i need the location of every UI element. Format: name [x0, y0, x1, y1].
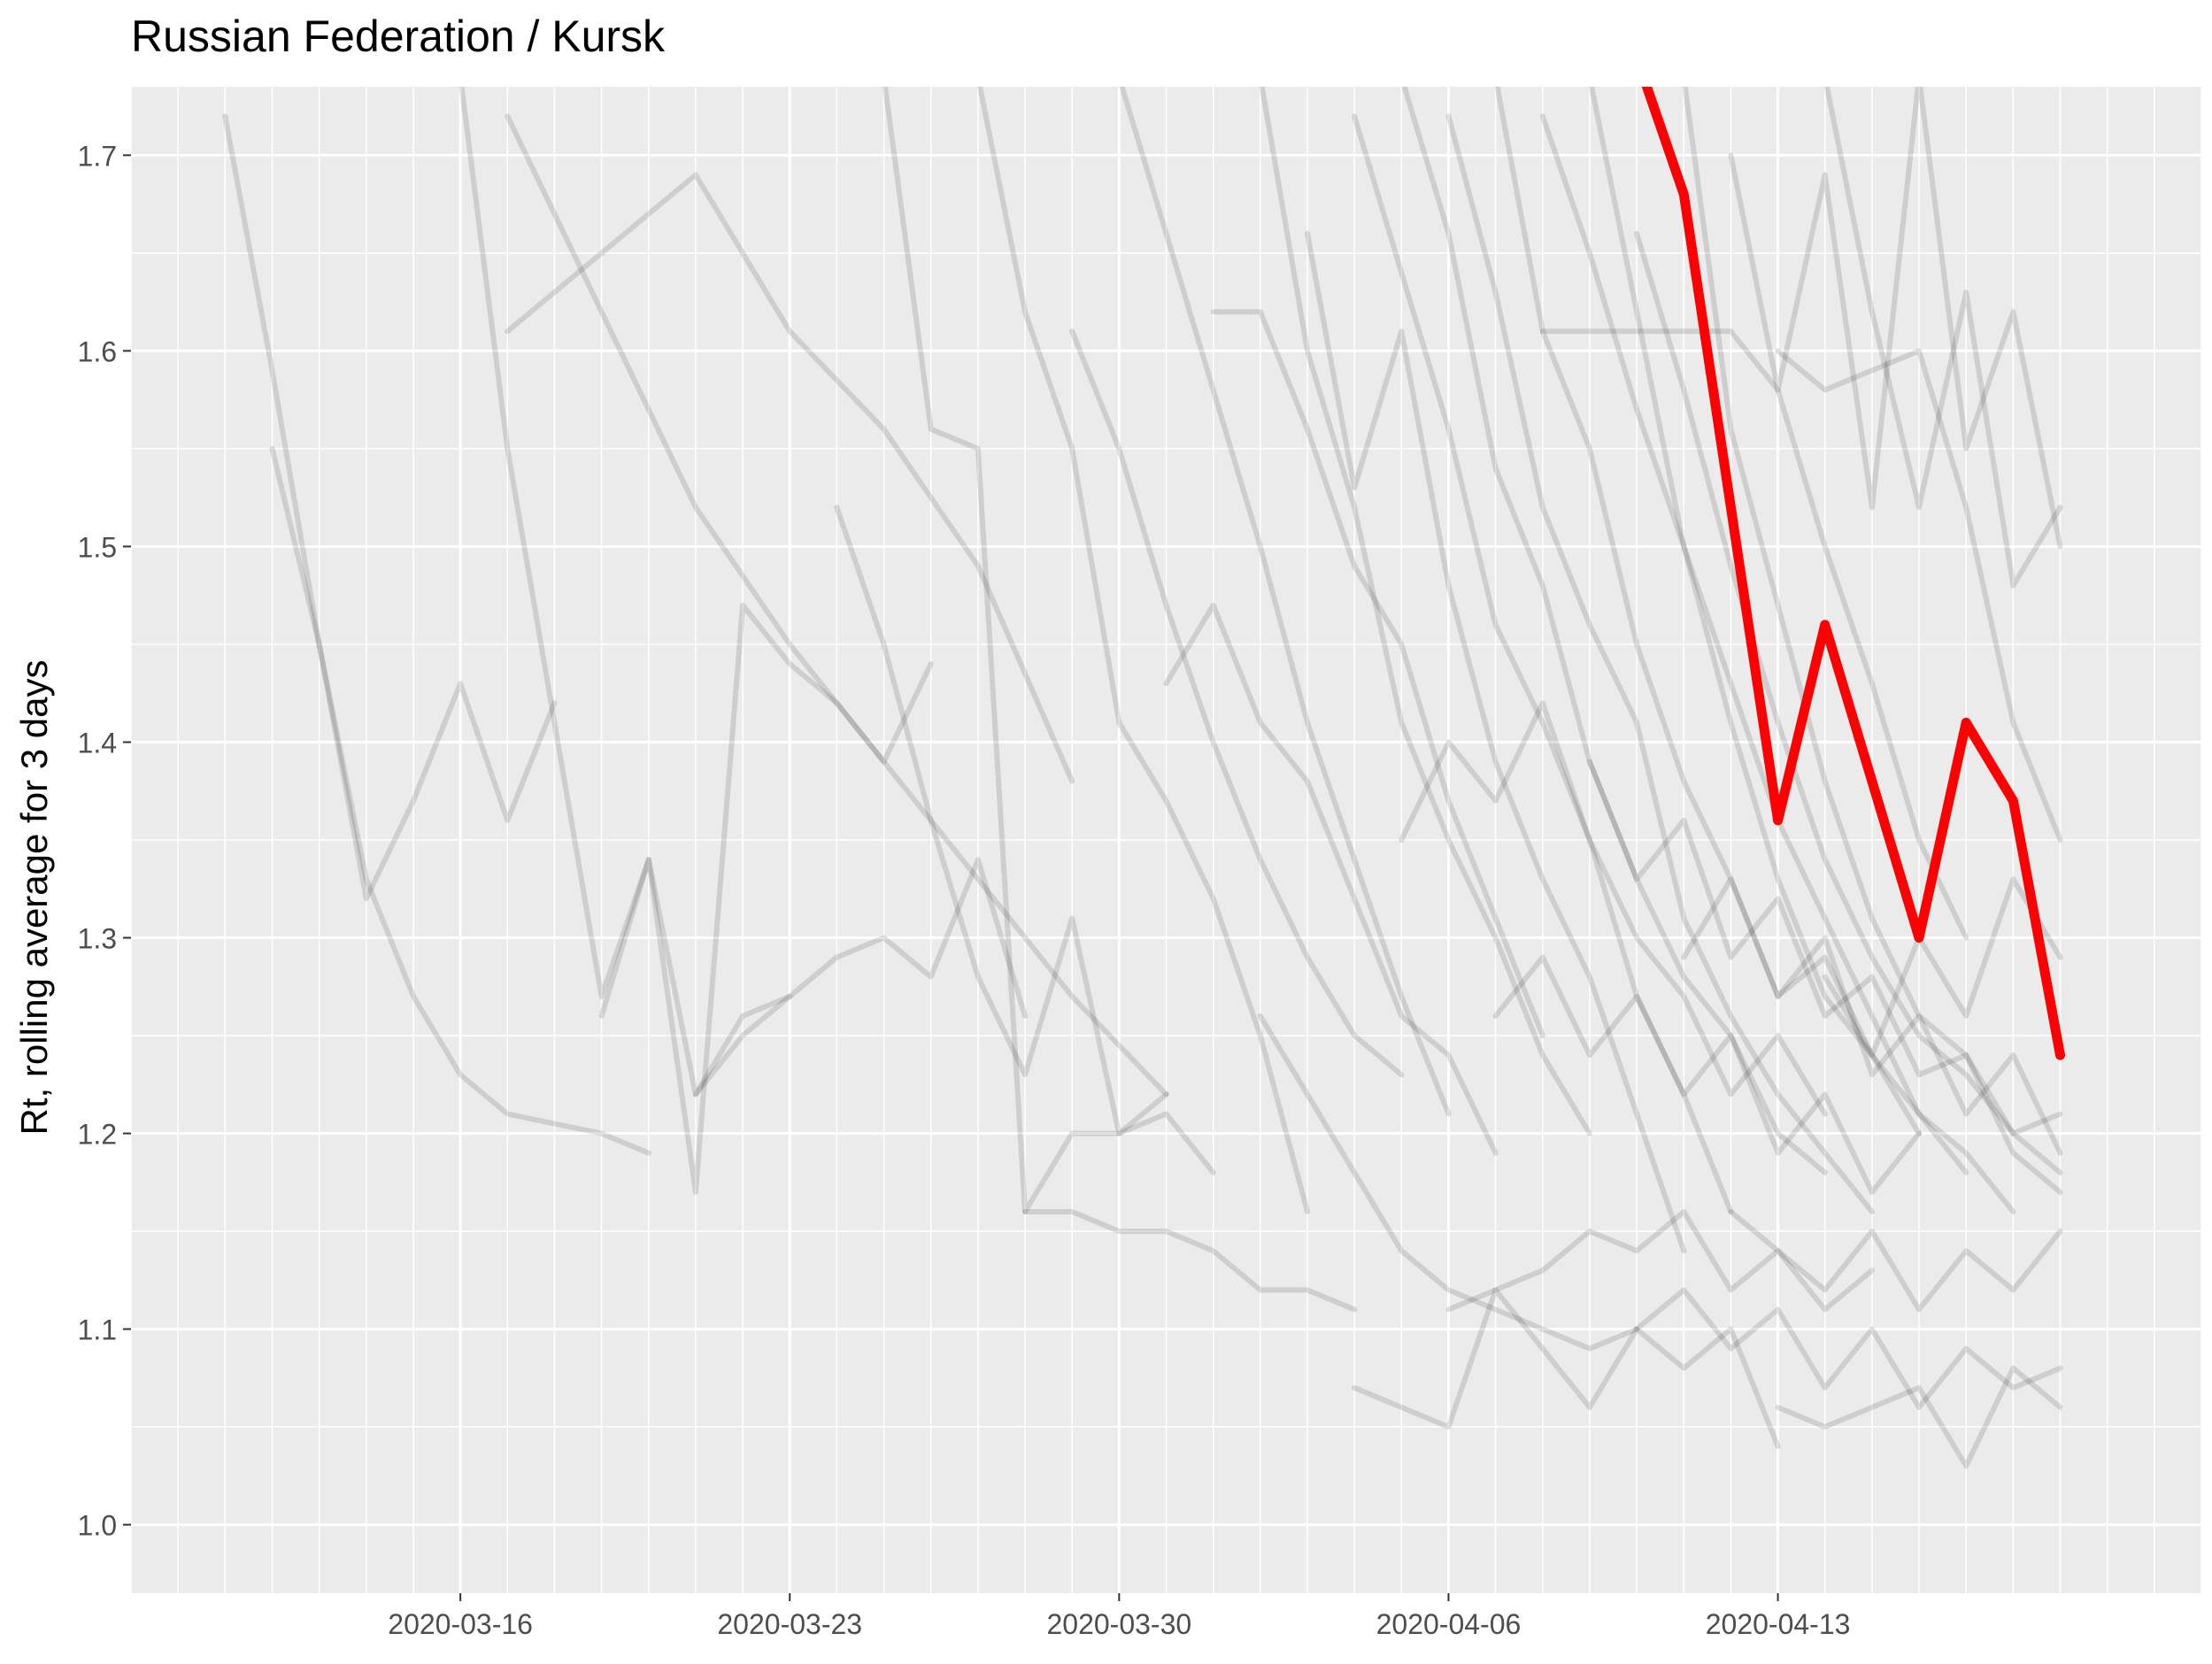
- region-series-line: [1210, 309, 1545, 1038]
- region-series-line: [1589, 87, 2016, 1214]
- region-series-line: [1163, 602, 1499, 1156]
- y-tick-label: 1.6: [78, 335, 117, 367]
- region-series-line: [1401, 87, 1828, 1175]
- region-series-line: [1119, 87, 1452, 1117]
- region-series-line: [1822, 876, 2063, 1059]
- region-series-line: [269, 445, 558, 902]
- kursk-series-line: [1641, 87, 2065, 1060]
- region-series-line: [1634, 230, 2063, 1175]
- region-series-line: [1682, 87, 2063, 1195]
- region-series-line: [692, 857, 1028, 1098]
- region-series-line: [1775, 1365, 2063, 1469]
- region-series-line: [1022, 1209, 1358, 1313]
- y-tick-label: 1.3: [78, 923, 117, 955]
- y-tick-label: 1.7: [78, 140, 117, 172]
- region-series-line: [505, 172, 1075, 784]
- region-series-line: [1539, 328, 1969, 941]
- y-tick-label: 1.1: [78, 1314, 117, 1346]
- major-gridlines: [131, 87, 2201, 1593]
- region-series-line: [1775, 348, 2063, 843]
- y-tick-label: 1.5: [78, 531, 117, 563]
- region-series-line: [834, 505, 1169, 1136]
- region-series-line: [1728, 87, 2063, 550]
- y-axis-label: Rt, rolling average for 3 days: [13, 660, 55, 1136]
- region-series-line: [1492, 954, 1922, 1195]
- x-tick-label: 2020-04-13: [1706, 1608, 1851, 1640]
- other-regions-lines: [222, 87, 2063, 1469]
- region-series-line: [1445, 1209, 1875, 1313]
- region-series-line: [882, 87, 1216, 1214]
- region-series-line: [1823, 87, 2063, 589]
- x-tick-label: 2020-03-30: [1046, 1608, 1191, 1640]
- region-series-line: [1634, 1287, 2063, 1410]
- region-series-line: [505, 113, 1169, 1098]
- region-series-line: [1539, 113, 1969, 1175]
- region-series-line: [977, 87, 1310, 1214]
- y-tick-label: 1.0: [78, 1510, 117, 1542]
- region-series-line: [1399, 700, 1828, 1117]
- region-series-line: [459, 87, 793, 1098]
- region-series-line: [1069, 328, 1405, 1078]
- y-axis: 1.0 1.1 1.2 1.3 1.4 1.5 1.6 1.7: [78, 140, 131, 1542]
- x-tick-label: 2020-03-23: [717, 1608, 862, 1640]
- region-series-line: [1352, 1287, 1781, 1450]
- y-tick-label: 1.2: [78, 1119, 117, 1151]
- region-series-line: [1257, 1013, 1640, 1352]
- region-series-line: [1352, 113, 1734, 1214]
- region-series-line: [1586, 759, 2063, 1136]
- region-series-line: [222, 113, 651, 1156]
- x-axis: 2020-03-16 2020-03-23 2020-03-30 2020-04-06…: [388, 1593, 1850, 1640]
- chart-title: Russian Federation / Kursk: [131, 12, 666, 61]
- region-series-line: [1681, 876, 2063, 1156]
- y-tick-label: 1.4: [78, 727, 117, 759]
- x-tick-label: 2020-04-06: [1376, 1608, 1522, 1640]
- x-tick-label: 2020-03-16: [388, 1608, 533, 1640]
- region-series-line: [1305, 230, 1687, 1254]
- region-series-line: [1728, 1209, 2063, 1313]
- region-series-line: [598, 602, 934, 1195]
- region-series-line: [1259, 87, 1592, 1136]
- region-series-line: [1445, 113, 1875, 1214]
- highlight-region-line: [1641, 87, 2065, 1060]
- region-series-line: [1494, 87, 1922, 1136]
